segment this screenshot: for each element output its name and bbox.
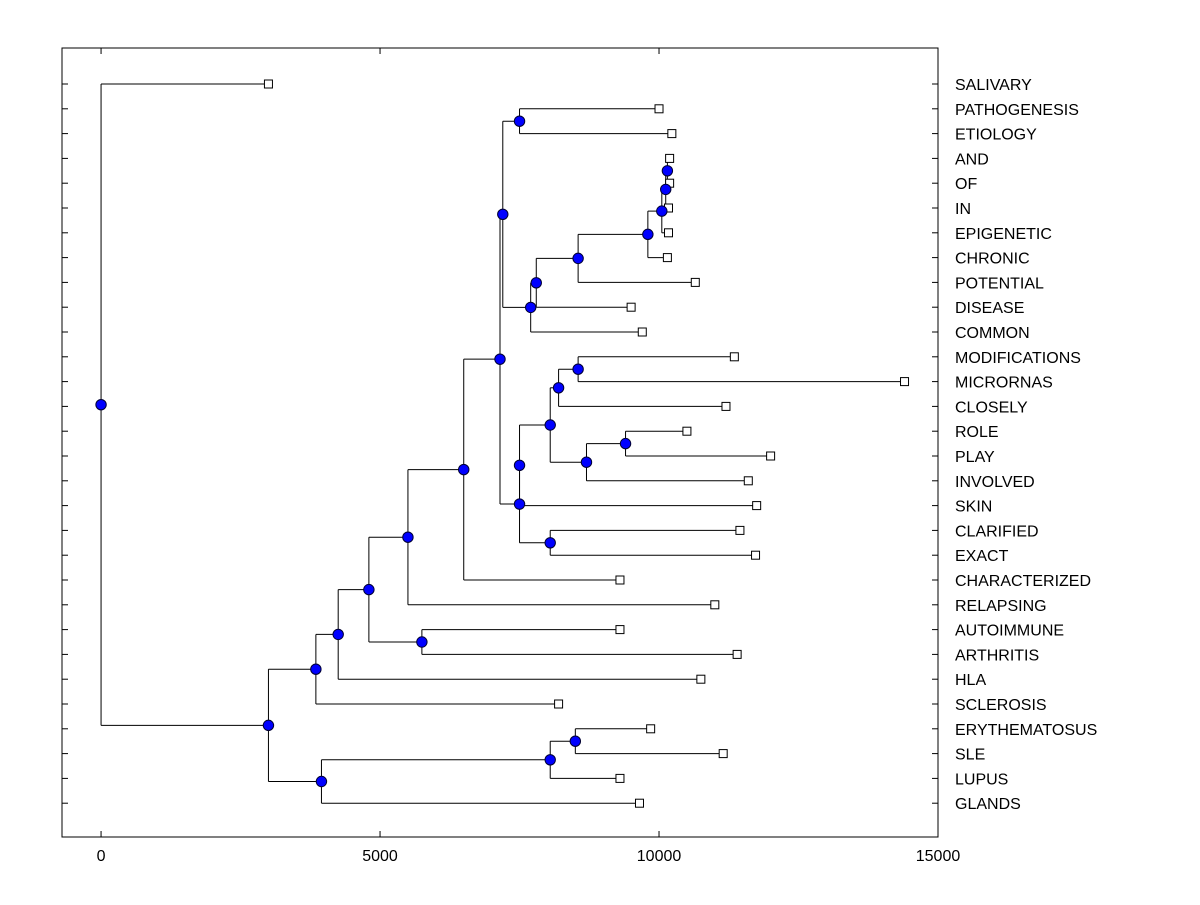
leaf-label: CLARIFIED: [955, 523, 1039, 540]
cluster-node: [544, 754, 556, 766]
cluster-node: [580, 456, 593, 468]
leaf-labels: SALIVARY PATHOGENESIS ETIOLOGY AND OF IN EPIGE…: [955, 77, 1097, 813]
leaf-marker: [646, 724, 656, 734]
leaf-label: ARTHRITIS: [955, 647, 1039, 664]
leaf-marker: [662, 253, 672, 263]
leaf-label: AUTOIMMUNE: [955, 623, 1064, 640]
cluster-node: [310, 663, 322, 675]
cluster-node: [262, 719, 275, 732]
cluster-node: [569, 735, 582, 747]
cluster-node: [402, 531, 414, 543]
x-tick-label: 15000: [916, 848, 961, 865]
cluster-node: [513, 498, 526, 510]
cluster-node: [95, 398, 107, 411]
cluster-node: [530, 277, 542, 289]
leaf-label: SLE: [955, 747, 985, 764]
leaf-marker: [615, 625, 625, 635]
leaf-label: DISEASE: [955, 300, 1024, 317]
leaf-marker: [721, 401, 731, 411]
leaf-label: IN: [955, 201, 971, 218]
leaf-label: AND: [955, 151, 989, 168]
leaf-label: ROLE: [955, 424, 999, 441]
leaf-label: ETIOLOGY: [955, 127, 1037, 144]
cluster-node: [363, 583, 375, 596]
leaf-label: EPIGENETIC: [955, 226, 1052, 243]
leaf-marker: [751, 550, 761, 560]
leaf-label: MICRORNAS: [955, 375, 1053, 392]
cluster-node: [544, 537, 556, 549]
leaf-label: POTENTIAL: [955, 275, 1044, 292]
leaf-marker: [718, 749, 728, 759]
cluster-node: [494, 353, 506, 365]
leaf-marker: [735, 525, 745, 535]
leaf-marker: [752, 501, 762, 511]
cluster-node: [661, 165, 674, 177]
leaf-label: PLAY: [955, 449, 995, 466]
leaf-marker: [637, 327, 647, 337]
cluster-node: [656, 205, 668, 217]
leaf-label: OF: [955, 176, 977, 193]
leaf-marker: [710, 600, 720, 610]
cluster-node: [572, 363, 584, 375]
leaf-marker: [634, 798, 644, 808]
leaf-marker: [766, 451, 776, 461]
leaf-label: INVOLVED: [955, 474, 1035, 491]
leaf-marker: [615, 575, 625, 585]
cluster-node: [315, 775, 328, 788]
x-tick-label: 5000: [362, 848, 398, 865]
leaf-label: GLANDS: [955, 796, 1021, 813]
leaf-label: MODIFICATIONS: [955, 350, 1081, 367]
leaf-marker: [626, 302, 636, 312]
axis-ticks: [62, 48, 939, 837]
leaf-marker: [696, 674, 706, 684]
cluster-node: [524, 301, 537, 314]
leaf-marker: [732, 649, 742, 659]
cluster-node: [544, 419, 556, 431]
cluster-node: [458, 463, 470, 476]
cluster-node: [513, 115, 526, 127]
leaf-label: CHRONIC: [955, 251, 1030, 268]
leaf-marker: [743, 476, 753, 486]
leaf-label: PATHOGENESIS: [955, 102, 1079, 119]
leaf-marker: [263, 79, 273, 89]
cluster-node: [552, 382, 565, 394]
leaf-marker: [667, 129, 677, 139]
leaf-marker: [615, 773, 625, 783]
leaf-label: SCLEROSIS: [955, 697, 1047, 714]
leaf-label: RELAPSING: [955, 598, 1047, 615]
dendrogram-nodes: [95, 115, 674, 788]
leaf-label: SKIN: [955, 499, 992, 516]
leaf-marker: [729, 352, 739, 362]
leaf-label: EXACT: [955, 548, 1009, 565]
cluster-node: [642, 228, 654, 241]
leaf-marker: [664, 228, 674, 238]
cluster-node: [619, 437, 632, 450]
leaf-label: CLOSELY: [955, 399, 1028, 416]
leaf-label: LUPUS: [955, 771, 1008, 788]
leaf-label: SALIVARY: [955, 77, 1032, 94]
leaf-label: COMMON: [955, 325, 1030, 342]
leaf-label: HLA: [955, 672, 986, 689]
leaf-marker: [900, 377, 910, 387]
x-tick-label: 0: [97, 848, 106, 865]
leaf-marker: [690, 277, 700, 287]
x-tick-labels: 0 5000 10000 15000: [97, 848, 961, 865]
dendrogram-leaves: [263, 79, 910, 808]
x-tick-label: 10000: [637, 848, 682, 865]
cluster-node: [660, 183, 672, 196]
leaf-label: CHARACTERIZED: [955, 573, 1091, 590]
cluster-node: [572, 252, 584, 265]
leaf-label: ERYTHEMATOSUS: [955, 722, 1097, 739]
leaf-marker: [682, 426, 692, 436]
cluster-node: [513, 459, 526, 471]
leaf-marker: [654, 104, 664, 114]
cluster-node: [497, 208, 509, 220]
cluster-node: [332, 628, 344, 641]
leaf-marker: [665, 153, 675, 163]
cluster-node: [416, 636, 428, 648]
leaf-marker: [554, 699, 564, 709]
